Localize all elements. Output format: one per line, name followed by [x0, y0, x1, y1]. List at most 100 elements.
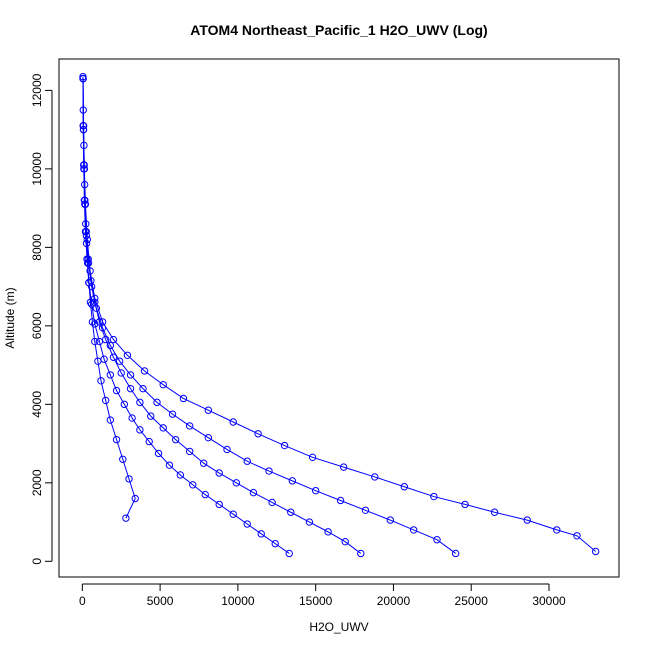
data-point [125, 475, 133, 483]
data-point [91, 337, 99, 346]
data-point [357, 549, 365, 558]
data-point [87, 300, 96, 308]
x-tick-label: 5000 [147, 594, 174, 608]
data-point [243, 457, 251, 465]
data-point [573, 532, 581, 540]
data-point [265, 467, 273, 475]
data-point [433, 536, 441, 544]
data-point [80, 141, 88, 150]
data-point [199, 459, 208, 467]
data-point [145, 437, 153, 446]
data-point [117, 369, 125, 377]
axes: 0 5000 10000 15000 20000 25000 30000 0 2000 4000 6… [30, 73, 566, 608]
data-point [82, 239, 91, 248]
data-point [106, 341, 115, 350]
data-point [79, 122, 88, 130]
data-point [88, 318, 97, 326]
data-point [176, 471, 185, 479]
data-point [94, 357, 102, 365]
data-point [553, 526, 561, 534]
data-point [159, 424, 167, 432]
series-line [82, 76, 362, 554]
data-point [215, 500, 223, 509]
data-point [109, 335, 118, 344]
data-point [95, 318, 104, 326]
data-point [139, 384, 147, 393]
data-point [341, 537, 349, 546]
data-point [106, 371, 115, 379]
data-point [109, 353, 118, 361]
data-point [120, 400, 129, 409]
data-point [123, 351, 132, 359]
data-point [249, 488, 258, 497]
data-point [254, 430, 262, 438]
x-tick-label: 0 [79, 594, 86, 608]
x-tick-label: 30000 [532, 594, 566, 608]
data-point [86, 298, 95, 306]
data-point [324, 528, 332, 536]
data-point [79, 74, 87, 83]
y-tick-label: 12000 [30, 73, 44, 107]
y-tick-label: 2000 [30, 469, 44, 496]
data-point [95, 337, 104, 346]
data-point [204, 406, 213, 414]
data-point [201, 490, 209, 499]
plot-area [79, 72, 600, 558]
x-tick-label: 20000 [377, 594, 411, 608]
data-point [106, 416, 115, 424]
data-point [101, 396, 110, 405]
plot-frame [58, 58, 620, 578]
data-point [112, 386, 121, 395]
data-point [91, 320, 99, 328]
data-point [87, 277, 95, 285]
data-point [81, 227, 90, 236]
data-point [80, 180, 89, 189]
data-point [80, 161, 88, 169]
data-point [185, 422, 194, 430]
data-point [229, 418, 237, 426]
data-point [204, 433, 213, 442]
data-point [82, 220, 90, 228]
data-point [386, 516, 395, 524]
y-tick-label: 6000 [30, 312, 44, 339]
data-point [409, 526, 418, 534]
data-point [243, 520, 251, 528]
data-point [280, 441, 289, 450]
data-point [311, 486, 320, 495]
data-point [97, 377, 105, 385]
series-line [82, 78, 596, 552]
data-point [223, 445, 231, 454]
data-point [126, 384, 135, 393]
y-tick-label: 4000 [30, 391, 44, 418]
data-point [285, 549, 293, 558]
data-point [451, 549, 460, 558]
data-point [523, 516, 531, 524]
data-point [339, 463, 348, 471]
chart-title: ATOM4 Northeast_Pacific_1 H2O_UWV (Log) [190, 22, 487, 38]
data-point [140, 367, 149, 375]
data-point [430, 492, 438, 501]
data-point [189, 481, 197, 489]
x-axis-label: H2O_UWV [309, 620, 368, 634]
y-tick-label: 8000 [30, 234, 44, 261]
data-point [215, 469, 223, 477]
data-point [461, 500, 469, 509]
data-point [308, 453, 317, 462]
y-tick-label: 10000 [30, 152, 44, 186]
data-point [122, 514, 130, 522]
data-point [268, 498, 276, 507]
data-point [131, 494, 139, 503]
x-tick-label: 10000 [221, 594, 255, 608]
data-point [179, 394, 188, 403]
data-point [229, 510, 237, 518]
data-point [336, 496, 345, 505]
data-point [153, 398, 161, 407]
data-point [126, 371, 135, 379]
data-point [232, 479, 241, 487]
data-point [371, 473, 379, 481]
data-point [112, 435, 121, 444]
data-point [168, 410, 177, 418]
data-point [136, 426, 144, 434]
data-point [154, 449, 163, 458]
